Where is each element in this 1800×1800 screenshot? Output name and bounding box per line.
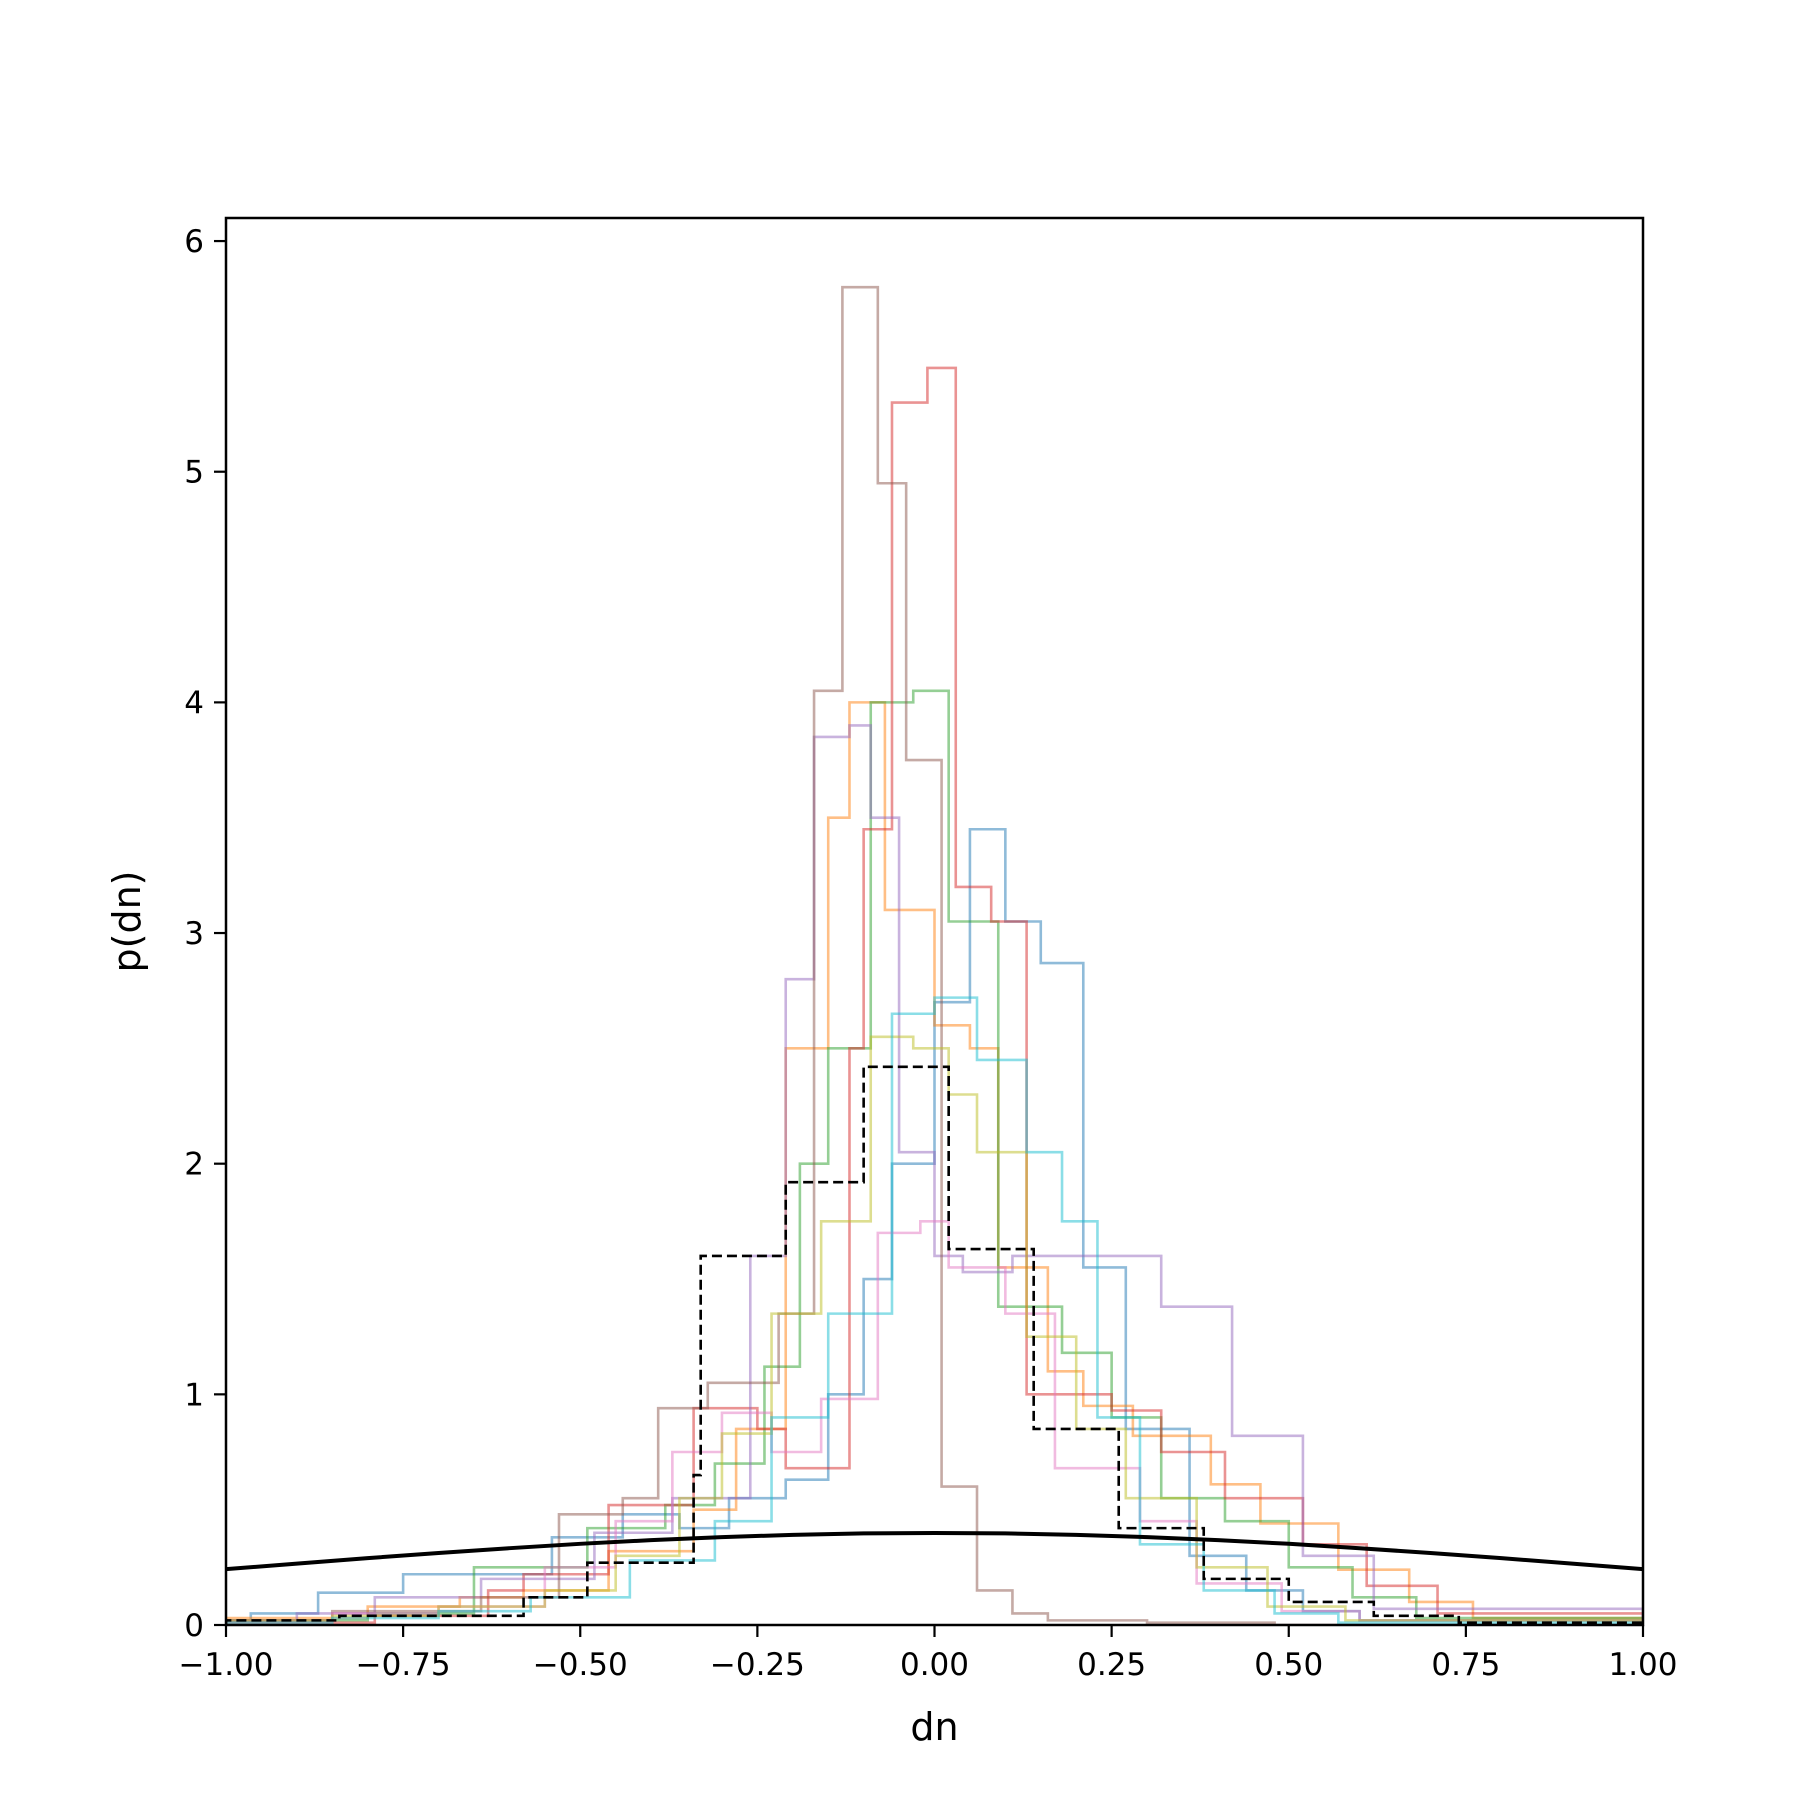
histogram-series-5 [226, 724, 1643, 1625]
y-axis: 0 1 2 3 4 5 6 [184, 224, 226, 1644]
y-tick-label: 6 [184, 224, 204, 260]
histogram-series-3 [226, 689, 1643, 1625]
x-tick-label: −1.00 [179, 1647, 274, 1683]
histogram-series-4 [226, 366, 1643, 1625]
x-tick-label: 0.25 [1077, 1647, 1146, 1683]
x-axis: −1.00 −0.75 −0.50 −0.25 0.00 0.25 0.50 0.75 1.00 [179, 1625, 1678, 1683]
y-tick-label: 4 [184, 685, 204, 721]
y-tick-label: 2 [184, 1147, 204, 1183]
series-layer [226, 285, 1643, 1625]
x-axis-label: dn [910, 1705, 958, 1749]
x-tick-label: −0.75 [356, 1647, 451, 1683]
x-tick-label: −0.50 [533, 1647, 628, 1683]
y-tick-label: 5 [184, 455, 204, 491]
x-tick-label: 0.50 [1254, 1647, 1323, 1683]
y-axis-label: p(dn) [105, 871, 149, 973]
x-tick-label: −0.25 [710, 1647, 805, 1683]
y-tick-label: 0 [184, 1608, 204, 1644]
reference-curve [226, 1530, 1643, 1572]
histogram-series-10 [226, 1065, 1643, 1625]
y-tick-label: 1 [184, 1377, 204, 1413]
x-tick-label: 0.00 [900, 1647, 969, 1683]
histogram-series-9 [226, 996, 1643, 1625]
x-tick-label: 1.00 [1608, 1647, 1677, 1683]
y-tick-label: 3 [184, 916, 204, 952]
x-tick-label: 0.75 [1431, 1647, 1500, 1683]
